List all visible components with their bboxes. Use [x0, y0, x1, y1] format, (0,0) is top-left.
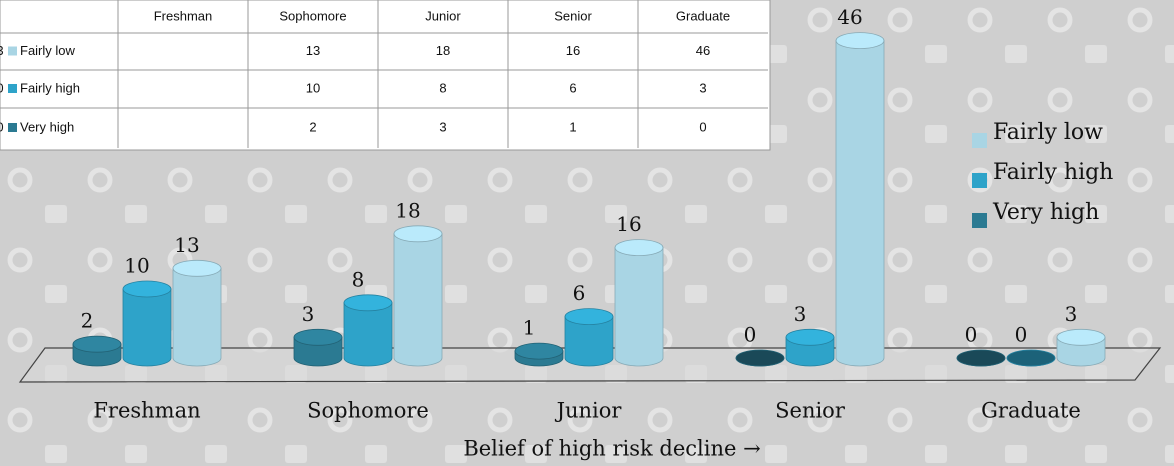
- table-cell: 0: [699, 119, 706, 134]
- bar-body: [564, 316, 614, 367]
- bar: [393, 225, 443, 367]
- table-cell: 6: [569, 80, 576, 95]
- table-cell: 16: [566, 43, 580, 58]
- table-key: [8, 123, 17, 132]
- bar-top: [614, 239, 664, 257]
- data-table: [0, 0, 771, 151]
- data-label: 3: [302, 302, 315, 326]
- data-label: 10: [124, 254, 149, 278]
- table-cell: 10: [306, 80, 320, 95]
- table-cell: 8: [439, 80, 446, 95]
- table-header: Freshman: [154, 8, 213, 23]
- bar: [614, 239, 664, 367]
- table-row-label: Fairly high: [20, 80, 80, 95]
- data-label: 1: [523, 316, 536, 340]
- bar-top: [172, 259, 222, 277]
- data-label: 8: [352, 267, 365, 291]
- table-header: Senior: [554, 8, 592, 23]
- table-cell: 0: [0, 119, 4, 134]
- table-cell: 46: [696, 43, 710, 58]
- data-label: 0: [744, 323, 757, 347]
- data-label: 18: [395, 198, 420, 222]
- bar-body: [343, 302, 393, 367]
- bar-body: [122, 288, 172, 367]
- bar-top: [343, 294, 393, 312]
- legend-key: [972, 173, 987, 188]
- data-label: 3: [1065, 302, 1078, 326]
- bar: [1056, 328, 1106, 367]
- data-label: 13: [174, 233, 199, 257]
- table-header: Sophomore: [279, 8, 346, 23]
- bar-body: [835, 40, 885, 367]
- table-cell: 1: [569, 119, 576, 134]
- legend-label: Fairly low: [993, 120, 1103, 145]
- table-cell: 0: [0, 80, 4, 95]
- bar-top: [1056, 328, 1106, 346]
- bar-top: [72, 335, 122, 353]
- x-tick-label: Freshman: [93, 399, 200, 423]
- bar: [785, 328, 835, 367]
- bar-body: [172, 267, 222, 367]
- bar-top: [564, 308, 614, 326]
- bar: [122, 280, 172, 367]
- legend-key: [972, 213, 987, 228]
- legend-label: Fairly high: [993, 160, 1113, 185]
- data-label: 46: [837, 5, 862, 29]
- bar: [1006, 349, 1056, 367]
- x-tick-label: Sophomore: [307, 399, 429, 423]
- x-tick-label: Graduate: [981, 399, 1081, 423]
- bar-top: [785, 328, 835, 346]
- bar: [564, 308, 614, 367]
- bar-top: [1006, 349, 1056, 367]
- table-row-label: Very high: [20, 119, 74, 134]
- bar-top: [956, 349, 1006, 367]
- data-label: 6: [573, 281, 586, 305]
- data-label: 0: [965, 323, 978, 347]
- table-cell: 3: [0, 43, 4, 58]
- data-label: 0: [1015, 323, 1028, 347]
- bar-top: [393, 225, 443, 243]
- bar-top: [514, 342, 564, 360]
- table-cell: 3: [699, 80, 706, 95]
- bar: [956, 349, 1006, 367]
- bar: [293, 328, 343, 367]
- table-cell: 13: [306, 43, 320, 58]
- table-header: Junior: [425, 8, 461, 23]
- bar-top: [735, 349, 785, 367]
- table-cell: 18: [436, 43, 450, 58]
- legend-key: [972, 133, 987, 148]
- bar: [514, 342, 564, 367]
- bar: [72, 335, 122, 367]
- data-label: 2: [81, 309, 94, 333]
- bar: [172, 259, 222, 367]
- bar: [343, 294, 393, 367]
- data-label: 16: [616, 212, 641, 236]
- x-tick-label: Junior: [555, 399, 623, 423]
- bar-top: [293, 328, 343, 346]
- legend-label: Very high: [992, 200, 1099, 225]
- table-cell: 3: [439, 119, 446, 134]
- table-row-label: Fairly low: [20, 43, 76, 58]
- bar-top: [835, 32, 885, 49]
- bar: [835, 32, 885, 367]
- data-label: 3: [794, 302, 807, 326]
- bar-body: [614, 247, 664, 367]
- bar: [735, 349, 785, 367]
- bar-body: [393, 233, 443, 367]
- table-key: [8, 46, 17, 56]
- x-axis-label: Belief of high risk decline →: [463, 437, 760, 461]
- table-cell: 2: [309, 119, 316, 134]
- bar-top: [122, 280, 172, 298]
- table-header: Graduate: [676, 8, 730, 23]
- table-key: [8, 84, 17, 93]
- x-tick-label: Senior: [775, 399, 846, 423]
